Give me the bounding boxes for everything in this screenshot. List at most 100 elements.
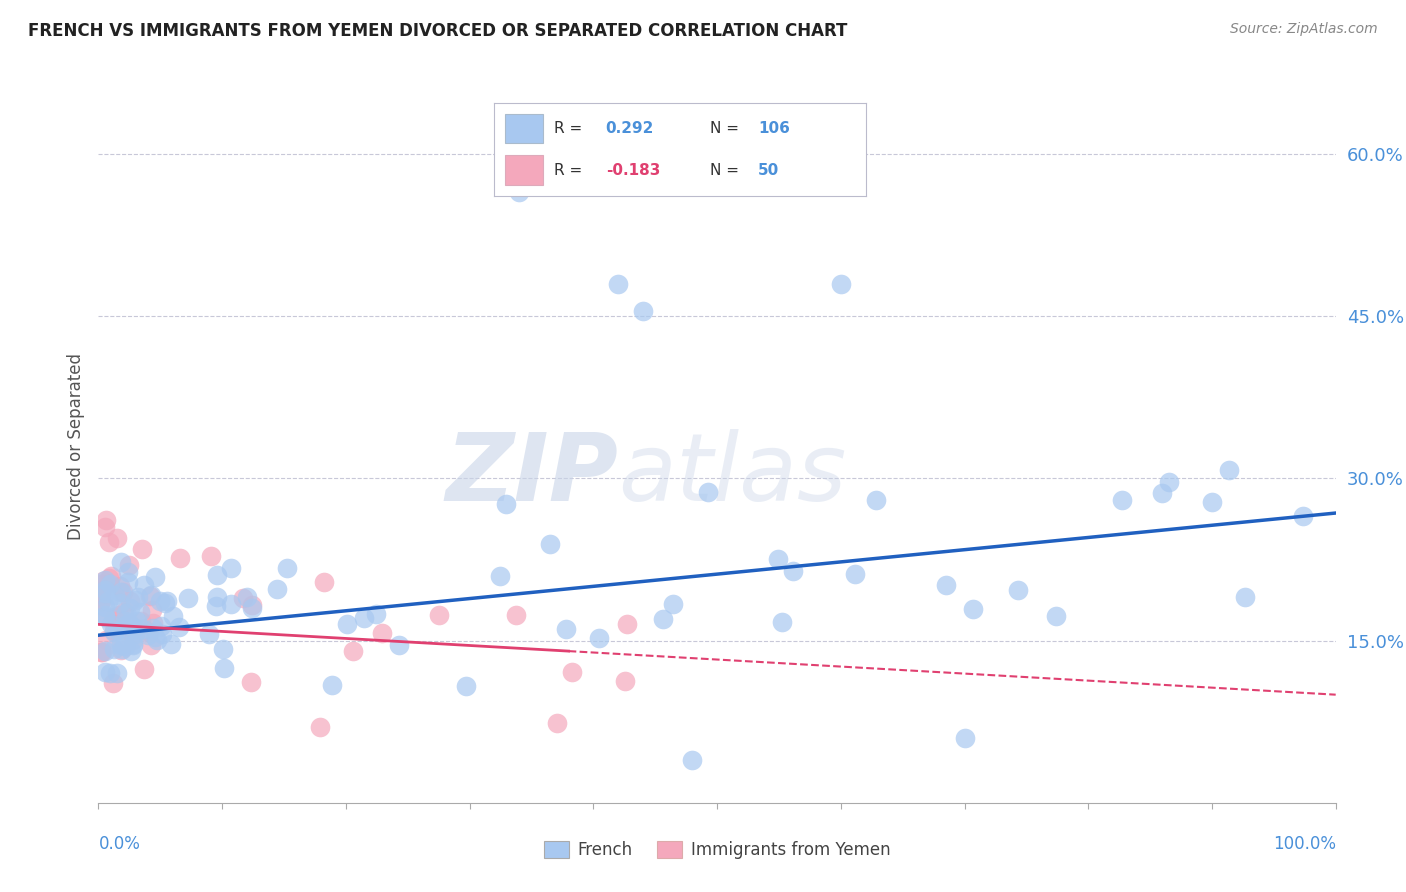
Point [613, 673, 636, 688]
Point [342, 644, 364, 658]
Point [98, 535, 121, 549]
Point [508, 185, 530, 199]
Point [93, 586, 115, 600]
Point [312, 574, 335, 589]
Text: Source: ZipAtlas.com: Source: ZipAtlas.com [1230, 22, 1378, 37]
Point [118, 615, 141, 630]
Text: 0.292: 0.292 [606, 121, 654, 136]
Point [139, 589, 162, 603]
Point [90, 576, 112, 591]
Point [141, 602, 163, 616]
Point [132, 662, 155, 676]
Point [104, 610, 127, 624]
Point [108, 579, 131, 593]
Point [207, 590, 229, 604]
Point [697, 484, 720, 499]
Point [456, 679, 478, 693]
Y-axis label: Divorced or Separated: Divorced or Separated [66, 352, 84, 540]
Point [681, 753, 703, 767]
Point [782, 564, 804, 578]
Point [561, 665, 583, 680]
Point [167, 620, 190, 634]
Text: R =: R = [554, 162, 582, 178]
Point [93, 520, 115, 534]
Point [221, 561, 243, 575]
Point [766, 551, 789, 566]
Point [138, 625, 160, 640]
Point [93, 574, 115, 588]
Point [198, 626, 221, 640]
Point [100, 616, 122, 631]
Point [555, 622, 578, 636]
Point [129, 605, 152, 619]
Text: 50: 50 [758, 162, 779, 178]
Point [112, 585, 135, 599]
Point [865, 492, 887, 507]
Point [105, 666, 128, 681]
Point [146, 633, 169, 648]
Text: R =: R = [554, 121, 582, 136]
Point [607, 277, 630, 291]
Point [93, 643, 115, 657]
Point [93, 599, 115, 614]
Point [200, 549, 222, 564]
Point [177, 591, 200, 606]
Point [90, 592, 112, 607]
Point [125, 614, 148, 628]
Point [276, 561, 298, 575]
Text: FRENCH VS IMMIGRANTS FROM YEMEN DIVORCED OR SEPARATED CORRELATION CHART: FRENCH VS IMMIGRANTS FROM YEMEN DIVORCED… [28, 22, 848, 40]
Text: N =: N = [710, 162, 738, 178]
Point [90, 594, 112, 608]
Text: ZIP: ZIP [446, 428, 619, 521]
Point [240, 599, 263, 613]
Point [91, 574, 114, 588]
Point [336, 616, 359, 631]
Point [371, 625, 394, 640]
Point [115, 621, 138, 635]
Point [127, 590, 149, 604]
Point [120, 644, 142, 658]
Point [97, 593, 120, 607]
Bar [506, 155, 543, 186]
Point [505, 607, 527, 622]
Point [1201, 495, 1223, 509]
Point [143, 570, 166, 584]
Point [489, 568, 512, 582]
Point [98, 576, 121, 591]
Point [104, 588, 127, 602]
Point [162, 609, 184, 624]
Point [105, 623, 128, 637]
Point [141, 588, 163, 602]
Point [121, 620, 143, 634]
Point [150, 627, 173, 641]
Point [538, 537, 561, 551]
Point [93, 583, 115, 598]
Point [169, 551, 191, 566]
Point [112, 605, 135, 619]
Point [1045, 609, 1067, 624]
Point [110, 555, 132, 569]
Point [108, 608, 131, 623]
Point [118, 558, 141, 572]
Text: 106: 106 [758, 121, 790, 136]
Point [219, 597, 242, 611]
Point [953, 731, 976, 745]
Point [117, 575, 139, 590]
Point [1159, 475, 1181, 489]
Point [93, 607, 115, 622]
Bar [506, 113, 543, 144]
Point [830, 277, 852, 291]
Point [117, 565, 139, 579]
Point [93, 665, 115, 680]
Point [205, 567, 228, 582]
Point [662, 597, 685, 611]
Point [1233, 590, 1256, 604]
Point [495, 498, 517, 512]
Point [204, 599, 226, 614]
Point [142, 615, 165, 630]
Point [232, 591, 254, 605]
Point [121, 637, 143, 651]
Point [266, 582, 288, 597]
Point [136, 627, 159, 641]
Point [155, 596, 177, 610]
